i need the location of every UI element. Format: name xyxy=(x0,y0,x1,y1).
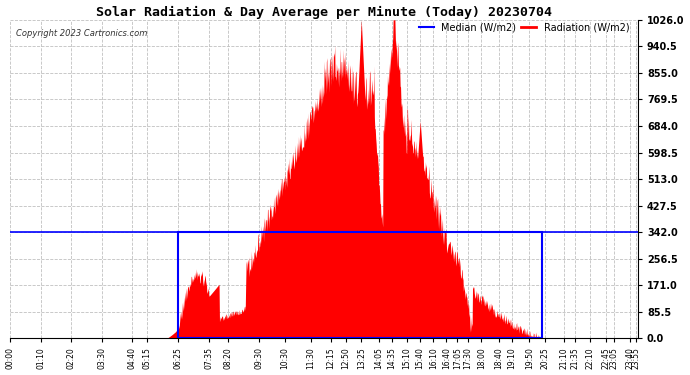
Title: Solar Radiation & Day Average per Minute (Today) 20230704: Solar Radiation & Day Average per Minute… xyxy=(96,6,552,19)
Bar xyxy=(178,232,542,338)
Text: Copyright 2023 Cartronics.com: Copyright 2023 Cartronics.com xyxy=(17,29,148,38)
Legend: Median (W/m2), Radiation (W/m2): Median (W/m2), Radiation (W/m2) xyxy=(415,18,633,36)
